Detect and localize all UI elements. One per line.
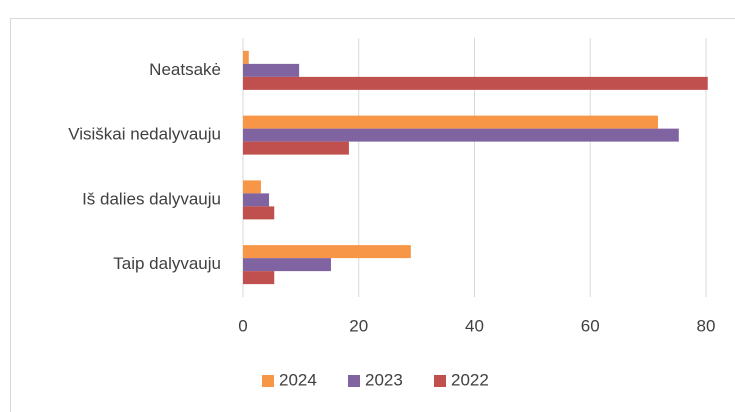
y-tick-label: Visiškai nedalyvauju [68, 125, 221, 144]
bar [243, 271, 275, 285]
x-tick-label: 80 [697, 316, 716, 335]
legend-label: 2022 [451, 370, 489, 389]
legend-swatch [348, 375, 360, 387]
x-tick-label: 60 [581, 316, 600, 335]
bar [243, 76, 708, 90]
bar [243, 115, 658, 129]
y-tick-label: Taip dalyvauju [113, 254, 221, 273]
bar [243, 63, 300, 77]
bar [243, 128, 679, 142]
y-tick-label: Neatsakė [149, 60, 221, 79]
legend-swatch [434, 375, 446, 387]
legend-label: 2023 [365, 370, 403, 389]
bar [243, 50, 249, 64]
bar [243, 245, 411, 259]
x-tick-label: 0 [238, 316, 247, 335]
bar [243, 193, 270, 207]
y-tick-label: Iš dalies dalyvauju [82, 189, 221, 208]
x-tick-label: 40 [465, 316, 484, 335]
x-tick-label: 20 [349, 316, 368, 335]
legend-swatch [262, 375, 274, 387]
bar [243, 206, 275, 220]
bar [243, 180, 261, 194]
bar [243, 141, 349, 155]
bar [243, 258, 331, 272]
legend-label: 2024 [279, 370, 317, 389]
